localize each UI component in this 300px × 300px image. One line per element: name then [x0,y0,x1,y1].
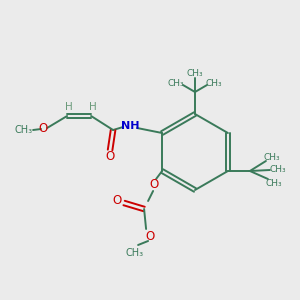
Text: CH₃: CH₃ [264,152,280,161]
Text: NH: NH [121,121,139,131]
Text: H: H [89,102,97,112]
Text: O: O [146,230,155,242]
Text: O: O [149,178,159,190]
Text: CH₃: CH₃ [270,164,286,173]
Text: CH₃: CH₃ [187,68,203,77]
Text: O: O [112,194,122,208]
Text: CH₃: CH₃ [14,125,32,135]
Text: CH₃: CH₃ [168,79,184,88]
Text: CH₃: CH₃ [206,79,222,88]
Text: H: H [65,102,73,112]
Text: O: O [38,122,48,136]
Text: O: O [106,151,115,164]
Text: CH₃: CH₃ [125,248,143,258]
Text: CH₃: CH₃ [266,178,282,188]
